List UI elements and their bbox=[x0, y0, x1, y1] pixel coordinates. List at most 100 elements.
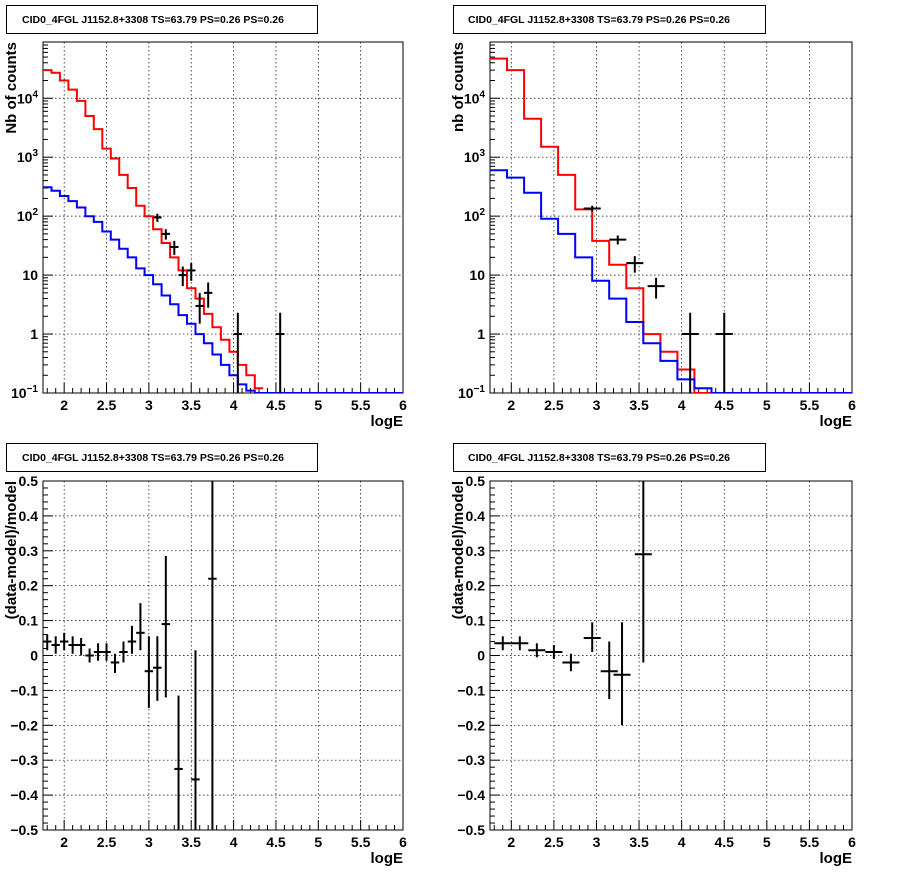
data-point bbox=[494, 636, 512, 651]
x-tick-label: 4.5 bbox=[266, 397, 286, 413]
y-tick-label: −0.1 bbox=[457, 682, 485, 698]
y-tick-label: 102 bbox=[464, 207, 486, 224]
y-tick-label: 103 bbox=[17, 148, 39, 165]
x-tick-label: 5.5 bbox=[800, 397, 820, 413]
y-tick-label: 0.1 bbox=[19, 613, 39, 629]
x-axis-label: logE bbox=[820, 413, 853, 430]
x-tick-label: 4.5 bbox=[715, 397, 735, 413]
x-tick-label: 4 bbox=[678, 834, 686, 850]
data-point bbox=[626, 256, 644, 273]
data-point bbox=[191, 650, 200, 830]
series-line-blue bbox=[490, 169, 852, 393]
y-tick-label: 10 bbox=[22, 267, 38, 283]
x-tick-label: 3.5 bbox=[629, 397, 649, 413]
x-tick-label: 3 bbox=[145, 397, 153, 413]
data-point bbox=[203, 282, 213, 308]
data-points bbox=[494, 481, 652, 726]
x-tick-label: 4 bbox=[230, 834, 238, 850]
x-tick-label: 6 bbox=[399, 834, 407, 850]
data-points bbox=[153, 213, 285, 393]
data-point bbox=[76, 638, 86, 656]
x-tick-label: 4 bbox=[230, 397, 238, 413]
x-tick-label: 2.5 bbox=[544, 397, 564, 413]
series-line-red bbox=[43, 69, 264, 390]
data-point bbox=[545, 645, 563, 659]
x-tick-label: 3 bbox=[145, 834, 153, 850]
data-point bbox=[59, 632, 69, 651]
y-tick-label: 102 bbox=[17, 207, 39, 224]
data-point bbox=[609, 235, 627, 245]
x-tick-label: 5 bbox=[763, 397, 771, 413]
y-tick-label: 10−1 bbox=[458, 384, 485, 401]
data-point bbox=[153, 213, 162, 222]
x-tick-label: 2.5 bbox=[97, 397, 117, 413]
y-tick-label: 0.2 bbox=[466, 578, 486, 594]
y-tick-label: 0.2 bbox=[19, 578, 39, 594]
x-axis-label: logE bbox=[371, 413, 404, 430]
x-tick-label: 2 bbox=[60, 834, 68, 850]
y-tick-label: 0.3 bbox=[466, 543, 486, 559]
data-point bbox=[233, 312, 243, 393]
data-point bbox=[613, 622, 631, 726]
plot-frame bbox=[489, 41, 853, 394]
data-point bbox=[275, 312, 285, 393]
data-point bbox=[208, 481, 217, 830]
data-point bbox=[715, 312, 733, 393]
y-tick-label: −0.5 bbox=[10, 822, 38, 838]
data-point bbox=[681, 312, 699, 393]
y-tick-label: −0.4 bbox=[10, 787, 38, 803]
y-tick-label: −0.2 bbox=[457, 717, 485, 733]
y-tick-label: 0.5 bbox=[19, 473, 39, 489]
data-point bbox=[187, 263, 196, 281]
data-point bbox=[144, 636, 154, 708]
y-tick-label: −0.4 bbox=[457, 787, 485, 803]
series-line-red bbox=[490, 57, 712, 393]
x-tick-label: 6 bbox=[399, 397, 407, 413]
data-point bbox=[634, 481, 652, 663]
y-axis-label: (data-model)/model bbox=[450, 481, 467, 619]
title-box bbox=[453, 443, 766, 472]
x-tick-label: 5.5 bbox=[351, 397, 371, 413]
title-box bbox=[453, 5, 766, 34]
x-tick-label: 5 bbox=[314, 397, 322, 413]
series-line-blue bbox=[43, 186, 403, 393]
data-point bbox=[68, 636, 77, 654]
data-point bbox=[170, 240, 179, 255]
y-tick-label: 0 bbox=[30, 648, 38, 664]
data-points bbox=[583, 205, 733, 393]
chart-panel-2: CID0_4FGL J1152.8+3308 TS=63.79 PS=0.26 … bbox=[450, 5, 856, 430]
x-tick-label: 4 bbox=[678, 397, 686, 413]
data-point bbox=[583, 205, 601, 212]
chart-panel-4: CID0_4FGL J1152.8+3308 TS=63.79 PS=0.26 … bbox=[450, 443, 856, 867]
y-tick-label: 0.4 bbox=[19, 508, 39, 524]
data-point bbox=[119, 641, 128, 663]
x-tick-label: 3 bbox=[593, 834, 601, 850]
y-tick-label: 0.4 bbox=[466, 508, 486, 524]
chart-title: CID0_4FGL J1152.8+3308 TS=63.79 PS=0.26 … bbox=[22, 14, 284, 26]
y-axis-label: Nb of counts bbox=[3, 42, 20, 134]
data-point bbox=[127, 625, 137, 654]
y-tick-label: 104 bbox=[464, 89, 486, 106]
x-axis-label: logE bbox=[820, 850, 853, 867]
data-point bbox=[195, 292, 204, 324]
y-tick-label: −0.1 bbox=[10, 682, 38, 698]
data-point bbox=[600, 641, 618, 700]
x-tick-label: 6 bbox=[848, 397, 856, 413]
title-box bbox=[6, 5, 318, 34]
x-tick-label: 3.5 bbox=[182, 834, 202, 850]
y-axis-label: nb of counts bbox=[450, 42, 467, 132]
x-tick-label: 3 bbox=[593, 397, 601, 413]
y-tick-label: 103 bbox=[464, 148, 486, 165]
title-box bbox=[6, 443, 318, 472]
data-point bbox=[93, 643, 103, 661]
y-tick-label: 1 bbox=[30, 326, 38, 342]
data-point bbox=[528, 643, 546, 658]
chart-title: CID0_4FGL J1152.8+3308 TS=63.79 PS=0.26 … bbox=[468, 452, 730, 464]
data-points bbox=[43, 481, 217, 830]
x-tick-label: 3.5 bbox=[182, 397, 202, 413]
data-point bbox=[136, 603, 145, 651]
x-tick-label: 5 bbox=[763, 834, 771, 850]
data-point bbox=[153, 636, 162, 701]
data-point bbox=[43, 634, 52, 651]
